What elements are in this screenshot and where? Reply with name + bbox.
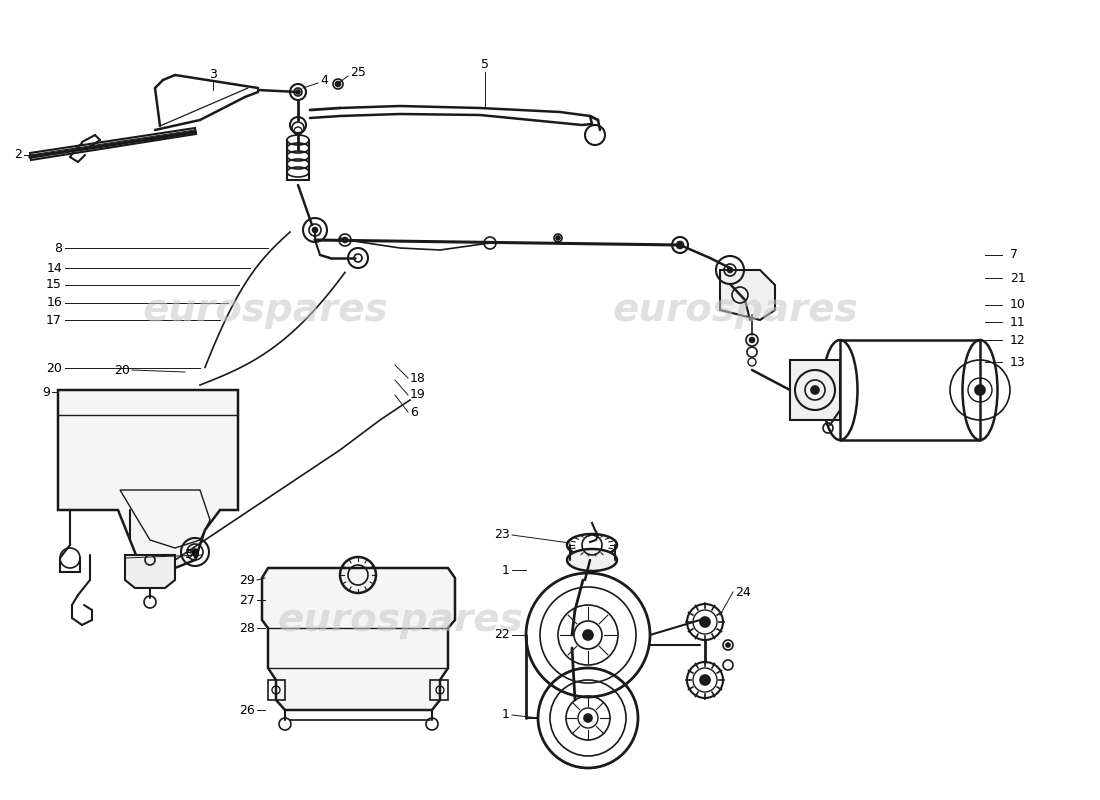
Text: 9: 9 (42, 386, 50, 398)
Text: 24: 24 (735, 586, 750, 598)
Circle shape (727, 267, 733, 273)
Polygon shape (125, 555, 175, 588)
Circle shape (676, 242, 683, 249)
Text: 10: 10 (1010, 298, 1026, 311)
Circle shape (726, 643, 730, 647)
Text: 4: 4 (320, 74, 328, 86)
Text: 1: 1 (502, 709, 510, 722)
Circle shape (583, 630, 593, 640)
Text: 8: 8 (54, 242, 62, 254)
Text: 30: 30 (184, 549, 200, 562)
Polygon shape (262, 568, 455, 710)
Text: 14: 14 (46, 262, 62, 274)
Circle shape (312, 227, 318, 233)
Text: 20: 20 (114, 363, 130, 377)
Polygon shape (58, 390, 238, 568)
Circle shape (336, 82, 341, 86)
Text: 29: 29 (240, 574, 255, 586)
Circle shape (296, 90, 300, 94)
Text: eurospares: eurospares (142, 291, 388, 329)
Text: 11: 11 (1010, 315, 1025, 329)
Text: 2: 2 (14, 149, 22, 162)
Circle shape (700, 675, 710, 685)
Text: 18: 18 (410, 371, 426, 385)
Circle shape (556, 236, 560, 240)
Text: 17: 17 (46, 314, 62, 326)
Text: eurospares: eurospares (612, 291, 858, 329)
Circle shape (811, 386, 819, 394)
Text: 12: 12 (1010, 334, 1025, 346)
Text: 27: 27 (239, 594, 255, 606)
Text: 6: 6 (410, 406, 418, 418)
Circle shape (342, 238, 348, 242)
Text: 16: 16 (46, 297, 62, 310)
Text: 7: 7 (1010, 249, 1018, 262)
Circle shape (584, 714, 592, 722)
Polygon shape (790, 360, 840, 420)
Polygon shape (720, 270, 775, 320)
Circle shape (192, 549, 198, 555)
Text: 28: 28 (239, 622, 255, 634)
Text: eurospares: eurospares (277, 601, 522, 639)
Text: 21: 21 (1010, 271, 1025, 285)
Text: 13: 13 (1010, 355, 1025, 369)
Text: 20: 20 (46, 362, 62, 374)
Text: 1: 1 (502, 563, 510, 577)
Text: 15: 15 (46, 278, 62, 291)
Text: 19: 19 (410, 389, 426, 402)
Text: 22: 22 (494, 629, 510, 642)
Circle shape (700, 617, 710, 627)
Ellipse shape (566, 549, 617, 571)
Circle shape (749, 338, 755, 342)
Text: 3: 3 (209, 69, 217, 82)
Circle shape (975, 385, 984, 395)
Text: 25: 25 (350, 66, 366, 78)
Text: 5: 5 (481, 58, 490, 71)
Text: 26: 26 (240, 703, 255, 717)
Polygon shape (30, 128, 196, 160)
Text: 23: 23 (494, 529, 510, 542)
